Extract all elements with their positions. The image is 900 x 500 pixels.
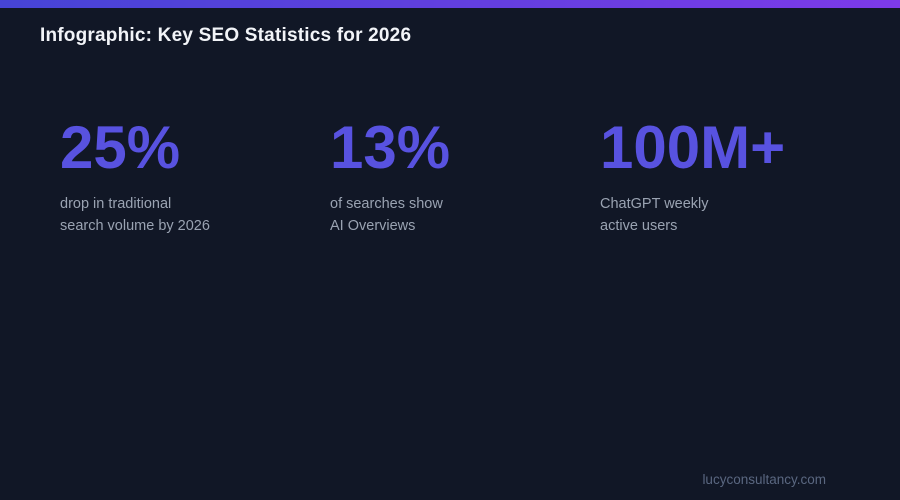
stat-card-search-volume: 25% drop in traditional search volume by… — [60, 118, 330, 237]
stat-label: drop in traditional search volume by 202… — [60, 193, 330, 237]
stat-label: of searches show AI Overviews — [330, 193, 600, 237]
website-url: lucyconsultancy.com — [702, 472, 826, 487]
stat-label: ChatGPT weekly active users — [600, 193, 870, 237]
stat-label-line: search volume by 2026 — [60, 218, 210, 234]
stat-card-ai-overviews: 13% of searches show AI Overviews — [330, 118, 600, 237]
stat-value: 13% — [330, 114, 451, 181]
page-title: Infographic: Key SEO Statistics for 2026 — [40, 25, 412, 46]
stat-value: 25% — [60, 114, 181, 181]
stat-label-line: drop in traditional — [60, 196, 172, 212]
stat-label-line: active users — [600, 218, 678, 234]
stat-value: 100M+ — [600, 114, 786, 181]
gradient-accent-bar — [0, 0, 900, 8]
stats-row: 25% drop in traditional search volume by… — [60, 118, 870, 237]
stat-card-chatgpt-users: 100M+ ChatGPT weekly active users — [600, 118, 870, 237]
stat-label-line: of searches show — [330, 196, 443, 212]
stat-label-line: ChatGPT weekly — [600, 196, 709, 212]
stat-label-line: AI Overviews — [330, 218, 416, 234]
